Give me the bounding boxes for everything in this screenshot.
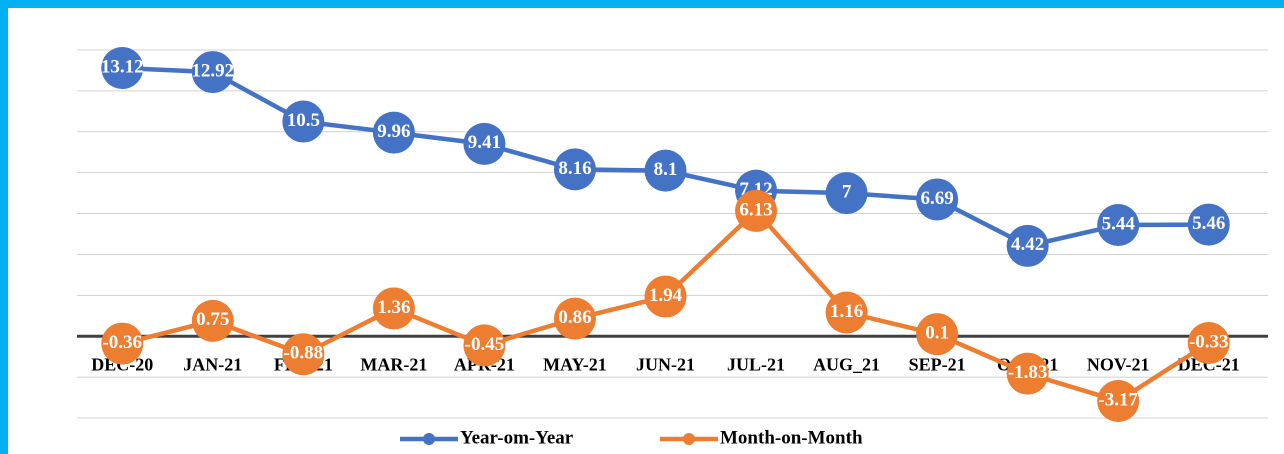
legend-box <box>370 424 906 454</box>
data-label: 4.42 <box>1011 234 1044 255</box>
point <box>463 122 506 165</box>
point <box>644 275 687 318</box>
data-label: 9.96 <box>377 121 410 142</box>
point <box>191 51 234 94</box>
data-label: 13.12 <box>101 56 144 77</box>
data-label: 9.41 <box>468 132 501 153</box>
point <box>916 313 959 356</box>
data-label: 1.36 <box>377 297 410 318</box>
data-label: -0.36 <box>102 332 142 353</box>
point <box>101 322 144 365</box>
data-label: 5.44 <box>1102 213 1136 234</box>
data-label: 10.5 <box>287 110 320 131</box>
data-label: 8.16 <box>558 158 591 179</box>
x-tick-label: AUG_21 <box>813 354 880 374</box>
point <box>463 324 506 367</box>
point <box>1187 203 1230 246</box>
point <box>644 149 687 192</box>
x-tick-label: SEP-21 <box>909 354 966 374</box>
point <box>735 189 778 232</box>
x-tick-label: JUL-21 <box>727 354 785 374</box>
data-label: 6.69 <box>920 188 953 209</box>
point <box>1187 321 1230 364</box>
legend-label: Month-on-Month <box>720 427 863 448</box>
legend-marker <box>423 433 435 445</box>
point <box>1097 204 1140 247</box>
point <box>372 287 415 330</box>
data-label: -3.17 <box>1098 389 1138 410</box>
x-tick-label: NOV-21 <box>1087 354 1150 374</box>
data-label: -1.83 <box>1008 362 1048 383</box>
data-label: -0.45 <box>465 334 505 355</box>
point <box>1006 352 1049 395</box>
point <box>372 111 415 154</box>
point <box>916 178 959 221</box>
data-label: -0.33 <box>1189 331 1229 352</box>
data-label: 12.92 <box>191 60 234 81</box>
x-tick-label: JUN-21 <box>636 354 695 374</box>
point <box>282 100 325 143</box>
data-label: 0.86 <box>558 307 591 328</box>
data-label: 1.94 <box>649 285 683 306</box>
data-label: -0.88 <box>284 343 324 364</box>
point <box>1006 224 1049 267</box>
point <box>101 46 144 89</box>
legend-label: Year-om-Year <box>460 427 574 448</box>
point <box>1097 380 1140 423</box>
data-label: 6.13 <box>739 199 772 220</box>
data-label: 8.1 <box>654 159 678 180</box>
data-label: 7 <box>842 181 852 202</box>
x-tick-label: JAN-21 <box>183 354 242 374</box>
x-tick-label: DEC-21 <box>1178 354 1240 374</box>
x-tick-label: MAY-21 <box>543 354 607 374</box>
legend-marker <box>683 433 695 445</box>
data-label: 1.16 <box>830 301 863 322</box>
data-label: 5.46 <box>1192 213 1225 234</box>
data-label: 0.75 <box>196 309 229 330</box>
point <box>553 297 596 340</box>
point <box>825 172 868 215</box>
point <box>825 291 868 334</box>
x-tick-label: MAR-21 <box>360 354 427 374</box>
point <box>191 299 234 342</box>
point <box>282 333 325 376</box>
point <box>553 148 596 191</box>
data-label: 0.1 <box>925 323 949 344</box>
